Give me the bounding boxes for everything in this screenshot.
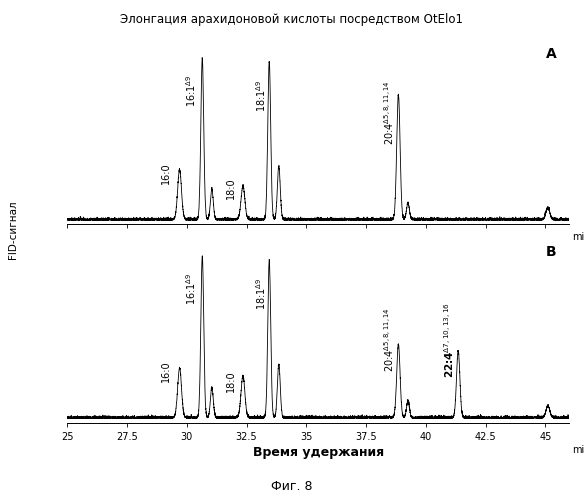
Text: 22:4$^{\Delta7,10,13,16}$: 22:4$^{\Delta7,10,13,16}$: [442, 302, 456, 378]
Text: Фиг. 8: Фиг. 8: [271, 480, 313, 492]
Text: min: min: [572, 445, 584, 455]
Text: min: min: [572, 232, 584, 242]
Text: 16:0: 16:0: [161, 360, 172, 382]
Text: 16:1$^{\Delta9}$: 16:1$^{\Delta9}$: [185, 75, 199, 108]
Text: 20:4$^{\Delta5,8,11,14}$: 20:4$^{\Delta5,8,11,14}$: [382, 307, 396, 372]
Text: FID-сигнал: FID-сигнал: [8, 200, 18, 260]
Text: 18:1$^{\Delta9}$: 18:1$^{\Delta9}$: [254, 278, 268, 310]
Text: 20:4$^{\Delta5,8,11,14}$: 20:4$^{\Delta5,8,11,14}$: [382, 80, 396, 146]
Text: 18:0: 18:0: [226, 177, 236, 199]
Text: 18:1$^{\Delta9}$: 18:1$^{\Delta9}$: [254, 80, 268, 112]
Text: B: B: [546, 245, 557, 259]
Text: Время удержания: Время удержания: [253, 446, 384, 459]
Text: 16:0: 16:0: [161, 162, 172, 184]
Text: A: A: [546, 47, 557, 61]
Text: Элонгация арахидоновой кислоты посредством OtElo1: Элонгация арахидоновой кислоты посредств…: [120, 12, 464, 26]
Text: 16:1$^{\Delta9}$: 16:1$^{\Delta9}$: [185, 273, 199, 306]
Text: 18:0: 18:0: [226, 370, 236, 392]
